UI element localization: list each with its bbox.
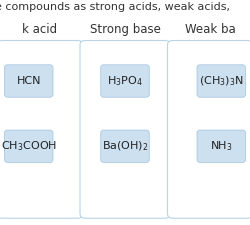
FancyBboxPatch shape	[0, 40, 82, 218]
Text: (CH$_3$)$_3$N: (CH$_3$)$_3$N	[199, 74, 244, 88]
Text: Ba(OH)$_2$: Ba(OH)$_2$	[102, 140, 148, 153]
Text: Strong base: Strong base	[90, 23, 160, 36]
FancyBboxPatch shape	[80, 40, 170, 218]
FancyBboxPatch shape	[4, 65, 53, 97]
FancyBboxPatch shape	[168, 40, 250, 218]
Text: NH$_3$: NH$_3$	[210, 139, 233, 153]
Text: e compounds as strong acids, weak acids,: e compounds as strong acids, weak acids,	[0, 2, 230, 12]
Text: Weak ba: Weak ba	[184, 23, 236, 36]
Text: HCN: HCN	[16, 76, 41, 86]
Text: k acid: k acid	[22, 23, 58, 36]
Text: CH$_3$COOH: CH$_3$COOH	[1, 139, 57, 153]
FancyBboxPatch shape	[197, 65, 246, 97]
FancyBboxPatch shape	[101, 65, 149, 97]
FancyBboxPatch shape	[197, 130, 246, 162]
Text: H$_3$PO$_4$: H$_3$PO$_4$	[107, 74, 143, 88]
FancyBboxPatch shape	[4, 130, 53, 162]
FancyBboxPatch shape	[101, 130, 149, 162]
